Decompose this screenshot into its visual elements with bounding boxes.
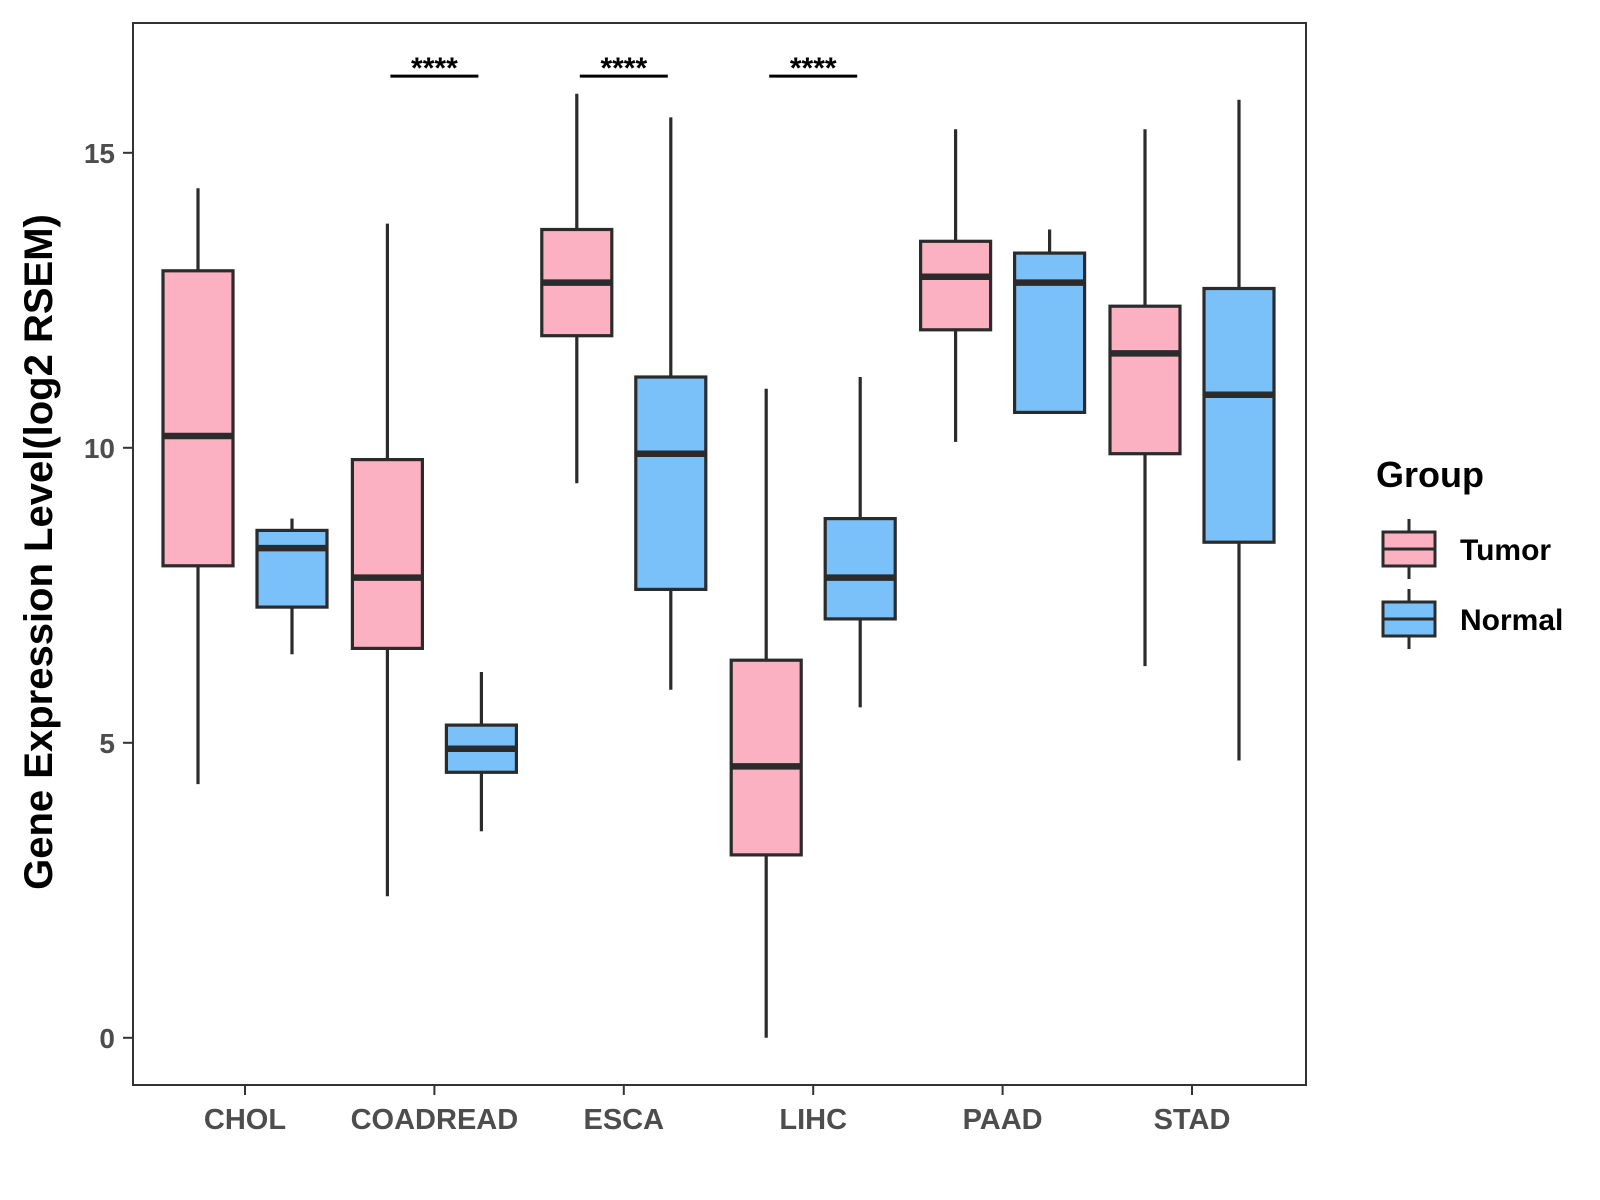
- box-body: [1108, 304, 1182, 456]
- box-tumor-stad: [1108, 129, 1182, 667]
- box-body: [634, 375, 708, 591]
- plot-layer: **** **** ****: [161, 52, 1276, 1038]
- box-body: [255, 528, 329, 609]
- x-tick-label: PAAD: [963, 1104, 1043, 1136]
- y-tick-label: 15: [84, 138, 115, 169]
- legend-item-tumor: Tumor: [1381, 519, 1551, 579]
- x-tick-label: LIHC: [779, 1104, 847, 1136]
- x-tick-label: STAD: [1154, 1104, 1231, 1136]
- plot-panel-border: [132, 22, 1307, 1086]
- box-normal-paad: [1012, 229, 1087, 415]
- box-tumor-esca: [540, 93, 614, 484]
- y-tick-label: 0: [99, 1023, 115, 1054]
- axis-layer: 0 5 10 15 CHOL COADREAD ESCA LIHC PAAD STAD: [84, 22, 1307, 1136]
- x-tick-label: CHOL: [204, 1104, 286, 1136]
- legend-item-normal: Normal: [1381, 589, 1563, 649]
- x-tick-label: ESCA: [584, 1104, 665, 1136]
- box-body: [918, 239, 993, 332]
- box-body: [350, 458, 424, 651]
- box-body: [729, 658, 803, 857]
- significance-label: ****: [790, 52, 837, 85]
- box-normal-coadread: [444, 672, 518, 832]
- box-body: [823, 516, 897, 621]
- box-normal-lihc: [823, 377, 897, 708]
- y-tick-label: 5: [99, 728, 115, 759]
- box-normal-stad: [1202, 99, 1276, 761]
- box-normal-chol: [255, 518, 329, 655]
- box-body: [1012, 251, 1087, 415]
- y-axis-title: Gene Expression Level(log2 RSEM): [17, 214, 61, 890]
- significance-label: ****: [411, 52, 458, 85]
- box-body: [1202, 286, 1276, 544]
- legend: Group Tumor Normal: [1376, 454, 1563, 649]
- box-tumor-coadread: [350, 223, 424, 897]
- significance-label: ****: [600, 52, 647, 85]
- box-tumor-paad: [918, 129, 993, 442]
- box-tumor-lihc: [729, 388, 803, 1038]
- legend-label: Normal: [1460, 604, 1563, 637]
- box-normal-esca: [634, 117, 708, 690]
- x-tick-label: COADREAD: [351, 1104, 519, 1136]
- box-body: [161, 269, 235, 568]
- y-tick-label: 10: [84, 433, 115, 464]
- legend-title: Group: [1376, 454, 1484, 495]
- legend-label: Tumor: [1460, 534, 1551, 567]
- box-tumor-chol: [161, 188, 235, 785]
